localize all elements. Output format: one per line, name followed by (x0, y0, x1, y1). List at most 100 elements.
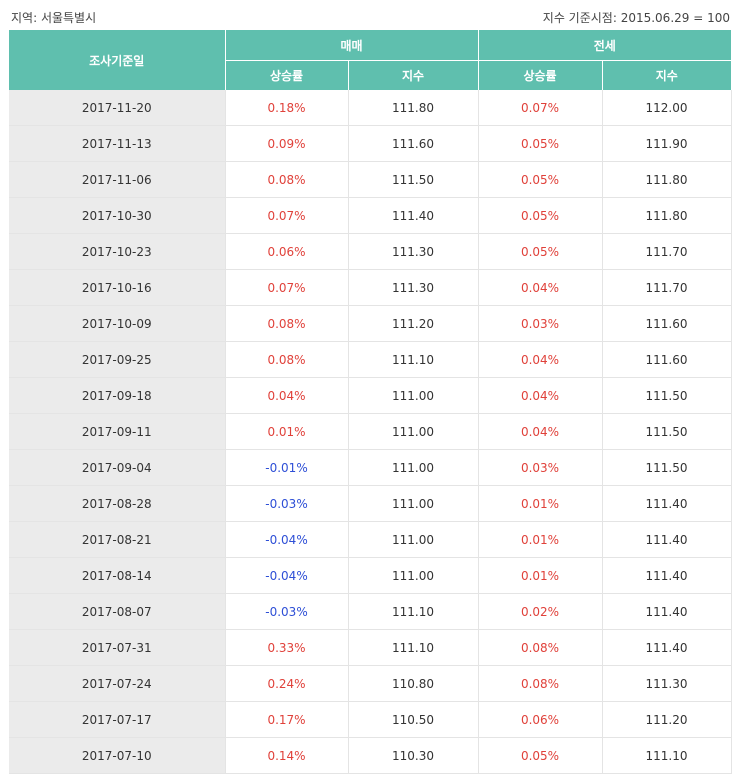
date-cell: 2017-09-11 (9, 413, 225, 450)
jeonse-index-cell: 111.10 (601, 737, 732, 774)
sale-rate-cell: 0.17% (224, 701, 348, 738)
table-row: 2017-08-28 -0.03% 111.00 0.01% 111.40 (9, 485, 732, 522)
date-cell: 2017-08-28 (9, 485, 225, 522)
date-cell: 2017-11-06 (9, 161, 225, 198)
sale-index-cell: 111.00 (347, 485, 478, 522)
sale-rate-cell: 0.08% (224, 161, 348, 198)
jeonse-rate-cell: 0.01% (477, 521, 602, 558)
sale-index-cell: 111.60 (347, 125, 478, 162)
date-cell: 2017-07-24 (9, 665, 225, 702)
sale-index-cell: 111.00 (347, 449, 478, 486)
jeonse-rate-cell: 0.05% (477, 737, 602, 774)
sale-index-cell: 110.80 (347, 665, 478, 702)
sale-index-cell: 111.10 (347, 341, 478, 378)
table-row: 2017-11-13 0.09% 111.60 0.05% 111.90 (9, 125, 732, 162)
jeonse-index-cell: 111.30 (601, 665, 732, 702)
date-cell: 2017-10-30 (9, 197, 225, 234)
sale-rate-cell: 0.07% (224, 269, 348, 306)
jeonse-rate-cell: 0.04% (477, 269, 602, 306)
date-cell: 2017-08-14 (9, 557, 225, 594)
jeonse-index-cell: 111.70 (601, 269, 732, 306)
table-row: 2017-09-04 -0.01% 111.00 0.03% 111.50 (9, 449, 732, 486)
col-header-jeonse: 전세 (477, 30, 731, 61)
table-row: 2017-11-06 0.08% 111.50 0.05% 111.80 (9, 161, 732, 198)
index-base-label: 지수 기준시점: 2015.06.29 = 100 (542, 11, 730, 25)
table-body: 2017-11-20 0.18% 111.80 0.07% 112.00 2017-11-… (9, 90, 732, 774)
jeonse-index-cell: 111.60 (601, 305, 732, 342)
sale-rate-cell: -0.03% (224, 485, 348, 522)
col-header-sale: 매매 (224, 30, 478, 61)
jeonse-rate-cell: 0.08% (477, 629, 602, 666)
table-row: 2017-10-30 0.07% 111.40 0.05% 111.80 (9, 197, 732, 234)
jeonse-index-cell: 112.00 (601, 90, 732, 126)
sale-rate-cell: 0.33% (224, 629, 348, 666)
jeonse-index-cell: 111.40 (601, 521, 732, 558)
table-row: 2017-07-31 0.33% 111.10 0.08% 111.40 (9, 629, 732, 666)
jeonse-rate-cell: 0.05% (477, 233, 602, 270)
date-cell: 2017-10-23 (9, 233, 225, 270)
col-header-jeonse-index: 지수 (601, 60, 731, 90)
date-cell: 2017-09-25 (9, 341, 225, 378)
sale-rate-cell: -0.04% (224, 557, 348, 594)
sale-index-cell: 111.00 (347, 557, 478, 594)
sale-rate-cell: -0.04% (224, 521, 348, 558)
date-cell: 2017-07-10 (9, 737, 225, 774)
table-row: 2017-07-10 0.14% 110.30 0.05% 111.10 (9, 737, 732, 774)
jeonse-rate-cell: 0.07% (477, 90, 602, 126)
sale-index-cell: 111.40 (347, 197, 478, 234)
jeonse-rate-cell: 0.04% (477, 341, 602, 378)
sale-index-cell: 111.10 (347, 629, 478, 666)
sale-rate-cell: 0.07% (224, 197, 348, 234)
jeonse-rate-cell: 0.02% (477, 593, 602, 630)
sale-rate-cell: 0.04% (224, 377, 348, 414)
jeonse-index-cell: 111.70 (601, 233, 732, 270)
col-header-sale-index: 지수 (347, 60, 478, 90)
jeonse-index-cell: 111.50 (601, 413, 732, 450)
table-caption-bar: 지역: 서울특별시 지수 기준시점: 2015.06.29 = 100 (0, 0, 736, 30)
jeonse-index-cell: 111.20 (601, 701, 732, 738)
table-row: 2017-08-14 -0.04% 111.00 0.01% 111.40 (9, 557, 732, 594)
jeonse-index-cell: 111.60 (601, 341, 732, 378)
jeonse-rate-cell: 0.03% (477, 449, 602, 486)
date-cell: 2017-07-31 (9, 629, 225, 666)
sale-rate-cell: 0.18% (224, 90, 348, 126)
jeonse-rate-cell: 0.03% (477, 305, 602, 342)
sale-rate-cell: 0.01% (224, 413, 348, 450)
date-cell: 2017-11-13 (9, 125, 225, 162)
jeonse-index-cell: 111.40 (601, 485, 732, 522)
jeonse-rate-cell: 0.04% (477, 413, 602, 450)
sale-index-cell: 111.20 (347, 305, 478, 342)
date-cell: 2017-08-07 (9, 593, 225, 630)
jeonse-rate-cell: 0.05% (477, 125, 602, 162)
col-header-date: 조사기준일 (9, 30, 225, 90)
sale-index-cell: 110.30 (347, 737, 478, 774)
sale-rate-cell: 0.24% (224, 665, 348, 702)
jeonse-index-cell: 111.40 (601, 593, 732, 630)
table-row: 2017-09-18 0.04% 111.00 0.04% 111.50 (9, 377, 732, 414)
jeonse-index-cell: 111.40 (601, 629, 732, 666)
sale-index-cell: 110.50 (347, 701, 478, 738)
sale-rate-cell: 0.06% (224, 233, 348, 270)
table-row: 2017-09-11 0.01% 111.00 0.04% 111.50 (9, 413, 732, 450)
table-row: 2017-07-24 0.24% 110.80 0.08% 111.30 (9, 665, 732, 702)
jeonse-rate-cell: 0.08% (477, 665, 602, 702)
sale-index-cell: 111.50 (347, 161, 478, 198)
table-row: 2017-10-16 0.07% 111.30 0.04% 111.70 (9, 269, 732, 306)
sale-index-cell: 111.00 (347, 413, 478, 450)
sale-index-cell: 111.30 (347, 233, 478, 270)
sale-index-cell: 111.80 (347, 90, 478, 126)
sale-rate-cell: 0.08% (224, 341, 348, 378)
sale-rate-cell: -0.01% (224, 449, 348, 486)
jeonse-index-cell: 111.40 (601, 557, 732, 594)
date-cell: 2017-11-20 (9, 90, 225, 126)
sale-index-cell: 111.00 (347, 377, 478, 414)
sale-rate-cell: 0.09% (224, 125, 348, 162)
table-row: 2017-07-17 0.17% 110.50 0.06% 111.20 (9, 701, 732, 738)
jeonse-rate-cell: 0.05% (477, 197, 602, 234)
date-cell: 2017-07-17 (9, 701, 225, 738)
sale-rate-cell: -0.03% (224, 593, 348, 630)
table-row: 2017-08-21 -0.04% 111.00 0.01% 111.40 (9, 521, 732, 558)
table-row: 2017-09-25 0.08% 111.10 0.04% 111.60 (9, 341, 732, 378)
jeonse-index-cell: 111.80 (601, 197, 732, 234)
jeonse-index-cell: 111.80 (601, 161, 732, 198)
